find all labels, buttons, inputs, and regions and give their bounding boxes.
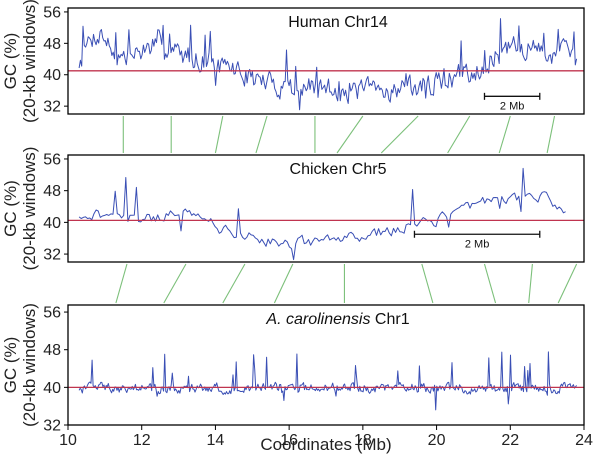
x-tick-label: 24 <box>575 432 593 449</box>
panel-title-chicken: Chicken Chr5 <box>290 161 387 178</box>
y-axis-label-chicken: GC (%) <box>1 180 20 237</box>
panel-frame-human <box>67 7 585 115</box>
x-axis-label: Coordinates (Mb) <box>260 435 391 454</box>
synteny-line <box>498 115 511 154</box>
y-tick-label-chicken: 32 <box>43 247 61 264</box>
panel-human: 32 40 48 56 GC (%) (20-kb windows) Human Chr14… <box>1 0 585 123</box>
y-tick-label-chicken: 56 <box>43 151 61 168</box>
synteny-line <box>163 263 187 304</box>
x-tick-label: 14 <box>207 432 225 449</box>
synteny-line <box>483 263 497 304</box>
y-tick-label-human: 56 <box>43 4 61 21</box>
y-tick-label-human: 40 <box>43 67 61 84</box>
synteny-line <box>557 263 578 304</box>
synteny-line <box>255 115 268 154</box>
y-tick-label-human: 32 <box>43 99 61 116</box>
y-axis-sublabel-anole: (20-kb windows) <box>20 303 39 427</box>
gc-series-chicken <box>78 167 566 261</box>
synteny-line <box>421 263 434 304</box>
x-tick-label: 22 <box>501 432 519 449</box>
y-tick-label-anole: 48 <box>43 342 61 359</box>
scale-bar-label-human: 2 Mb <box>500 100 524 112</box>
panel-title-anole: A. carolinensis Chr1 <box>265 311 409 328</box>
y-tick-label-chicken: 40 <box>43 215 61 232</box>
synteny-line <box>546 115 556 154</box>
y-axis-label-anole: GC (%) <box>1 337 20 394</box>
panel-chicken: 32 40 48 56 GC (%) (20-kb windows) Chicken Chr… <box>1 147 585 271</box>
gc-series-human <box>78 18 578 111</box>
y-axis-sublabel-chicken: (20-kb windows) <box>20 147 39 271</box>
x-tick-label: 12 <box>133 432 151 449</box>
y-tick-label-anole: 32 <box>43 418 61 435</box>
panel-title-human: Human Chr14 <box>288 14 388 31</box>
synteny-line <box>115 263 128 304</box>
y-axis-label-human: GC (%) <box>1 33 20 90</box>
y-tick-label-anole: 40 <box>43 380 61 397</box>
synteny-line <box>447 115 471 154</box>
scale-bar-human: 2 Mb <box>483 92 541 112</box>
scale-bar-chicken: 2 Mb <box>413 230 541 250</box>
synteny-line <box>380 115 419 154</box>
x-tick-label: 16 <box>280 432 298 449</box>
y-tick-label-human: 48 <box>43 36 61 53</box>
synteny-line <box>336 115 364 154</box>
y-tick-label-anole: 56 <box>43 305 61 322</box>
x-tick-label: 10 <box>59 432 77 449</box>
panel-anole: 32 40 48 56 GC (%) (20-kb windows) A. caroline… <box>1 303 585 435</box>
scale-bar-label-chicken: 2 Mb <box>465 238 489 250</box>
panel-frame-chicken <box>67 154 585 263</box>
synteny-line <box>528 263 533 304</box>
panel-frame-anole <box>67 304 585 426</box>
synteny-line <box>214 115 224 154</box>
y-tick-label-chicken: 48 <box>43 183 61 200</box>
y-axis-sublabel-human: (20-kb windows) <box>20 0 39 123</box>
synteny-lines-group <box>115 115 578 304</box>
gc-series-anole <box>78 351 577 411</box>
x-tick-label: 20 <box>428 432 446 449</box>
x-tick-label: 18 <box>354 432 372 449</box>
synteny-line <box>222 263 246 304</box>
x-axis: 10 12 14 16 18 20 22 24 Coordinates (Mb) <box>59 425 593 454</box>
synteny-line <box>273 263 294 304</box>
